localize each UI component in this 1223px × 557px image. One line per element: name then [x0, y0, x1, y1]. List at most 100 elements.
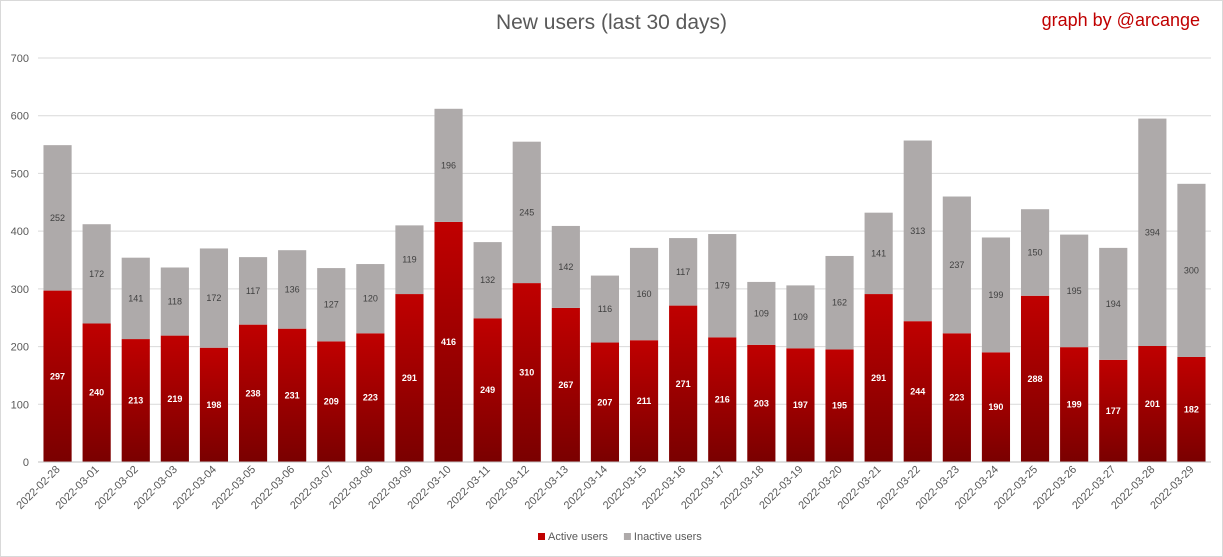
data-label-active: 291	[871, 373, 886, 383]
bar-active-users	[512, 283, 541, 462]
data-label-active: 249	[480, 385, 495, 395]
data-label-active: 203	[754, 398, 769, 408]
data-label-inactive: 150	[1028, 247, 1043, 257]
bar-inactive-users	[473, 242, 502, 319]
bar-inactive-users	[160, 267, 189, 336]
data-label-inactive: 394	[1145, 227, 1160, 237]
data-label-inactive: 160	[637, 289, 652, 299]
data-label-inactive: 109	[793, 312, 808, 322]
y-tick-label: 500	[11, 168, 29, 180]
data-label-active: 207	[597, 397, 612, 407]
bar-inactive-users	[590, 275, 620, 343]
bar-inactive-users	[903, 140, 932, 322]
bar-inactive-users	[864, 212, 893, 295]
data-label-inactive: 117	[676, 267, 690, 277]
bar-inactive-users	[1138, 118, 1167, 346]
data-label-active: 223	[949, 393, 964, 403]
data-label-inactive: 117	[246, 286, 260, 296]
bar-inactive-users	[981, 237, 1011, 353]
chart-credit: graph by @arcange	[1041, 10, 1200, 30]
bar-inactive-users	[434, 108, 463, 222]
y-tick-label: 600	[11, 111, 29, 123]
legend-entry: Inactive users	[634, 531, 702, 543]
bar-active-users	[590, 342, 620, 462]
bar-inactive-users	[121, 257, 150, 340]
data-label-inactive: 194	[1106, 299, 1121, 309]
bar-active-users	[199, 347, 229, 462]
y-tick-label: 300	[11, 284, 29, 296]
bar-active-users	[1138, 345, 1167, 462]
legend-entry: Active users	[548, 531, 608, 543]
data-label-inactive: 196	[441, 160, 456, 170]
y-tick-label: 100	[11, 399, 29, 411]
data-label-inactive: 179	[715, 281, 730, 291]
bar-inactive-users	[551, 225, 580, 308]
bar-active-users	[278, 328, 307, 462]
data-label-active: 271	[676, 379, 691, 389]
bar-active-users	[786, 348, 815, 462]
data-label-active: 310	[519, 368, 534, 378]
data-label-active: 297	[50, 371, 65, 381]
bar-inactive-users	[708, 234, 737, 338]
y-tick-label: 700	[11, 53, 29, 65]
data-label-active: 197	[793, 400, 808, 410]
data-label-inactive: 136	[285, 284, 300, 294]
bar-active-users	[903, 321, 932, 462]
data-label-inactive: 127	[324, 300, 339, 310]
bar-active-users	[864, 294, 893, 462]
bar-active-users	[434, 221, 463, 462]
data-label-inactive: 109	[754, 308, 769, 318]
bar-inactive-users	[43, 145, 72, 291]
bar-active-users	[1020, 295, 1050, 462]
data-label-inactive: 119	[402, 255, 416, 265]
bar-active-users	[1060, 347, 1089, 462]
bar-inactive-users	[669, 238, 698, 306]
data-label-active: 195	[832, 401, 847, 411]
data-label-active: 199	[1067, 400, 1082, 410]
data-label-active: 231	[285, 390, 300, 400]
bar-inactive-users	[1177, 183, 1206, 357]
bar-active-users	[317, 341, 346, 462]
data-label-active: 209	[324, 397, 339, 407]
x-axis: 2022-02-282022-03-012022-03-022022-03-03…	[14, 461, 1211, 512]
data-label-inactive: 300	[1184, 265, 1199, 275]
data-label-inactive: 313	[910, 226, 925, 236]
data-label-active: 182	[1184, 404, 1199, 414]
y-axis: 0 100 200 300 400 500 600 700	[11, 53, 29, 469]
data-label-active: 416	[441, 337, 456, 347]
data-label-active: 223	[363, 393, 378, 403]
bar-inactive-users	[942, 196, 971, 334]
data-label-inactive: 141	[128, 293, 143, 303]
bar-inactive-users	[278, 250, 307, 329]
data-label-inactive: 195	[1067, 286, 1082, 296]
bar-active-users	[825, 349, 854, 462]
bar-inactive-users	[317, 268, 346, 342]
bar-active-users	[669, 305, 698, 462]
data-label-inactive: 141	[871, 248, 886, 258]
bar-inactive-users	[199, 248, 229, 348]
bar-active-users	[473, 318, 502, 462]
bar-inactive-users	[1020, 209, 1050, 296]
data-label-inactive: 120	[363, 294, 378, 304]
data-label-active: 177	[1106, 406, 1121, 416]
bar-active-users	[708, 337, 737, 462]
bar-inactive-users	[1060, 234, 1089, 348]
bar-active-users	[43, 290, 72, 462]
data-label-inactive: 162	[832, 298, 847, 308]
data-label-active: 288	[1028, 374, 1043, 384]
data-label-active: 238	[246, 388, 261, 398]
bar-active-users	[629, 340, 659, 462]
bar-active-users	[238, 324, 268, 462]
y-tick-label: 400	[11, 226, 29, 238]
bar-active-users	[356, 333, 385, 462]
bar-active-users	[121, 339, 150, 462]
bar-active-users	[551, 307, 580, 462]
bar-inactive-users	[395, 225, 424, 295]
data-label-inactive: 199	[988, 290, 1003, 300]
bar-active-users	[160, 335, 189, 462]
bar-active-users	[942, 333, 971, 462]
bar-active-users	[1099, 359, 1128, 462]
data-label-active: 267	[558, 380, 573, 390]
legend: Active users Inactive users	[538, 531, 702, 543]
bar-active-users	[747, 344, 776, 462]
